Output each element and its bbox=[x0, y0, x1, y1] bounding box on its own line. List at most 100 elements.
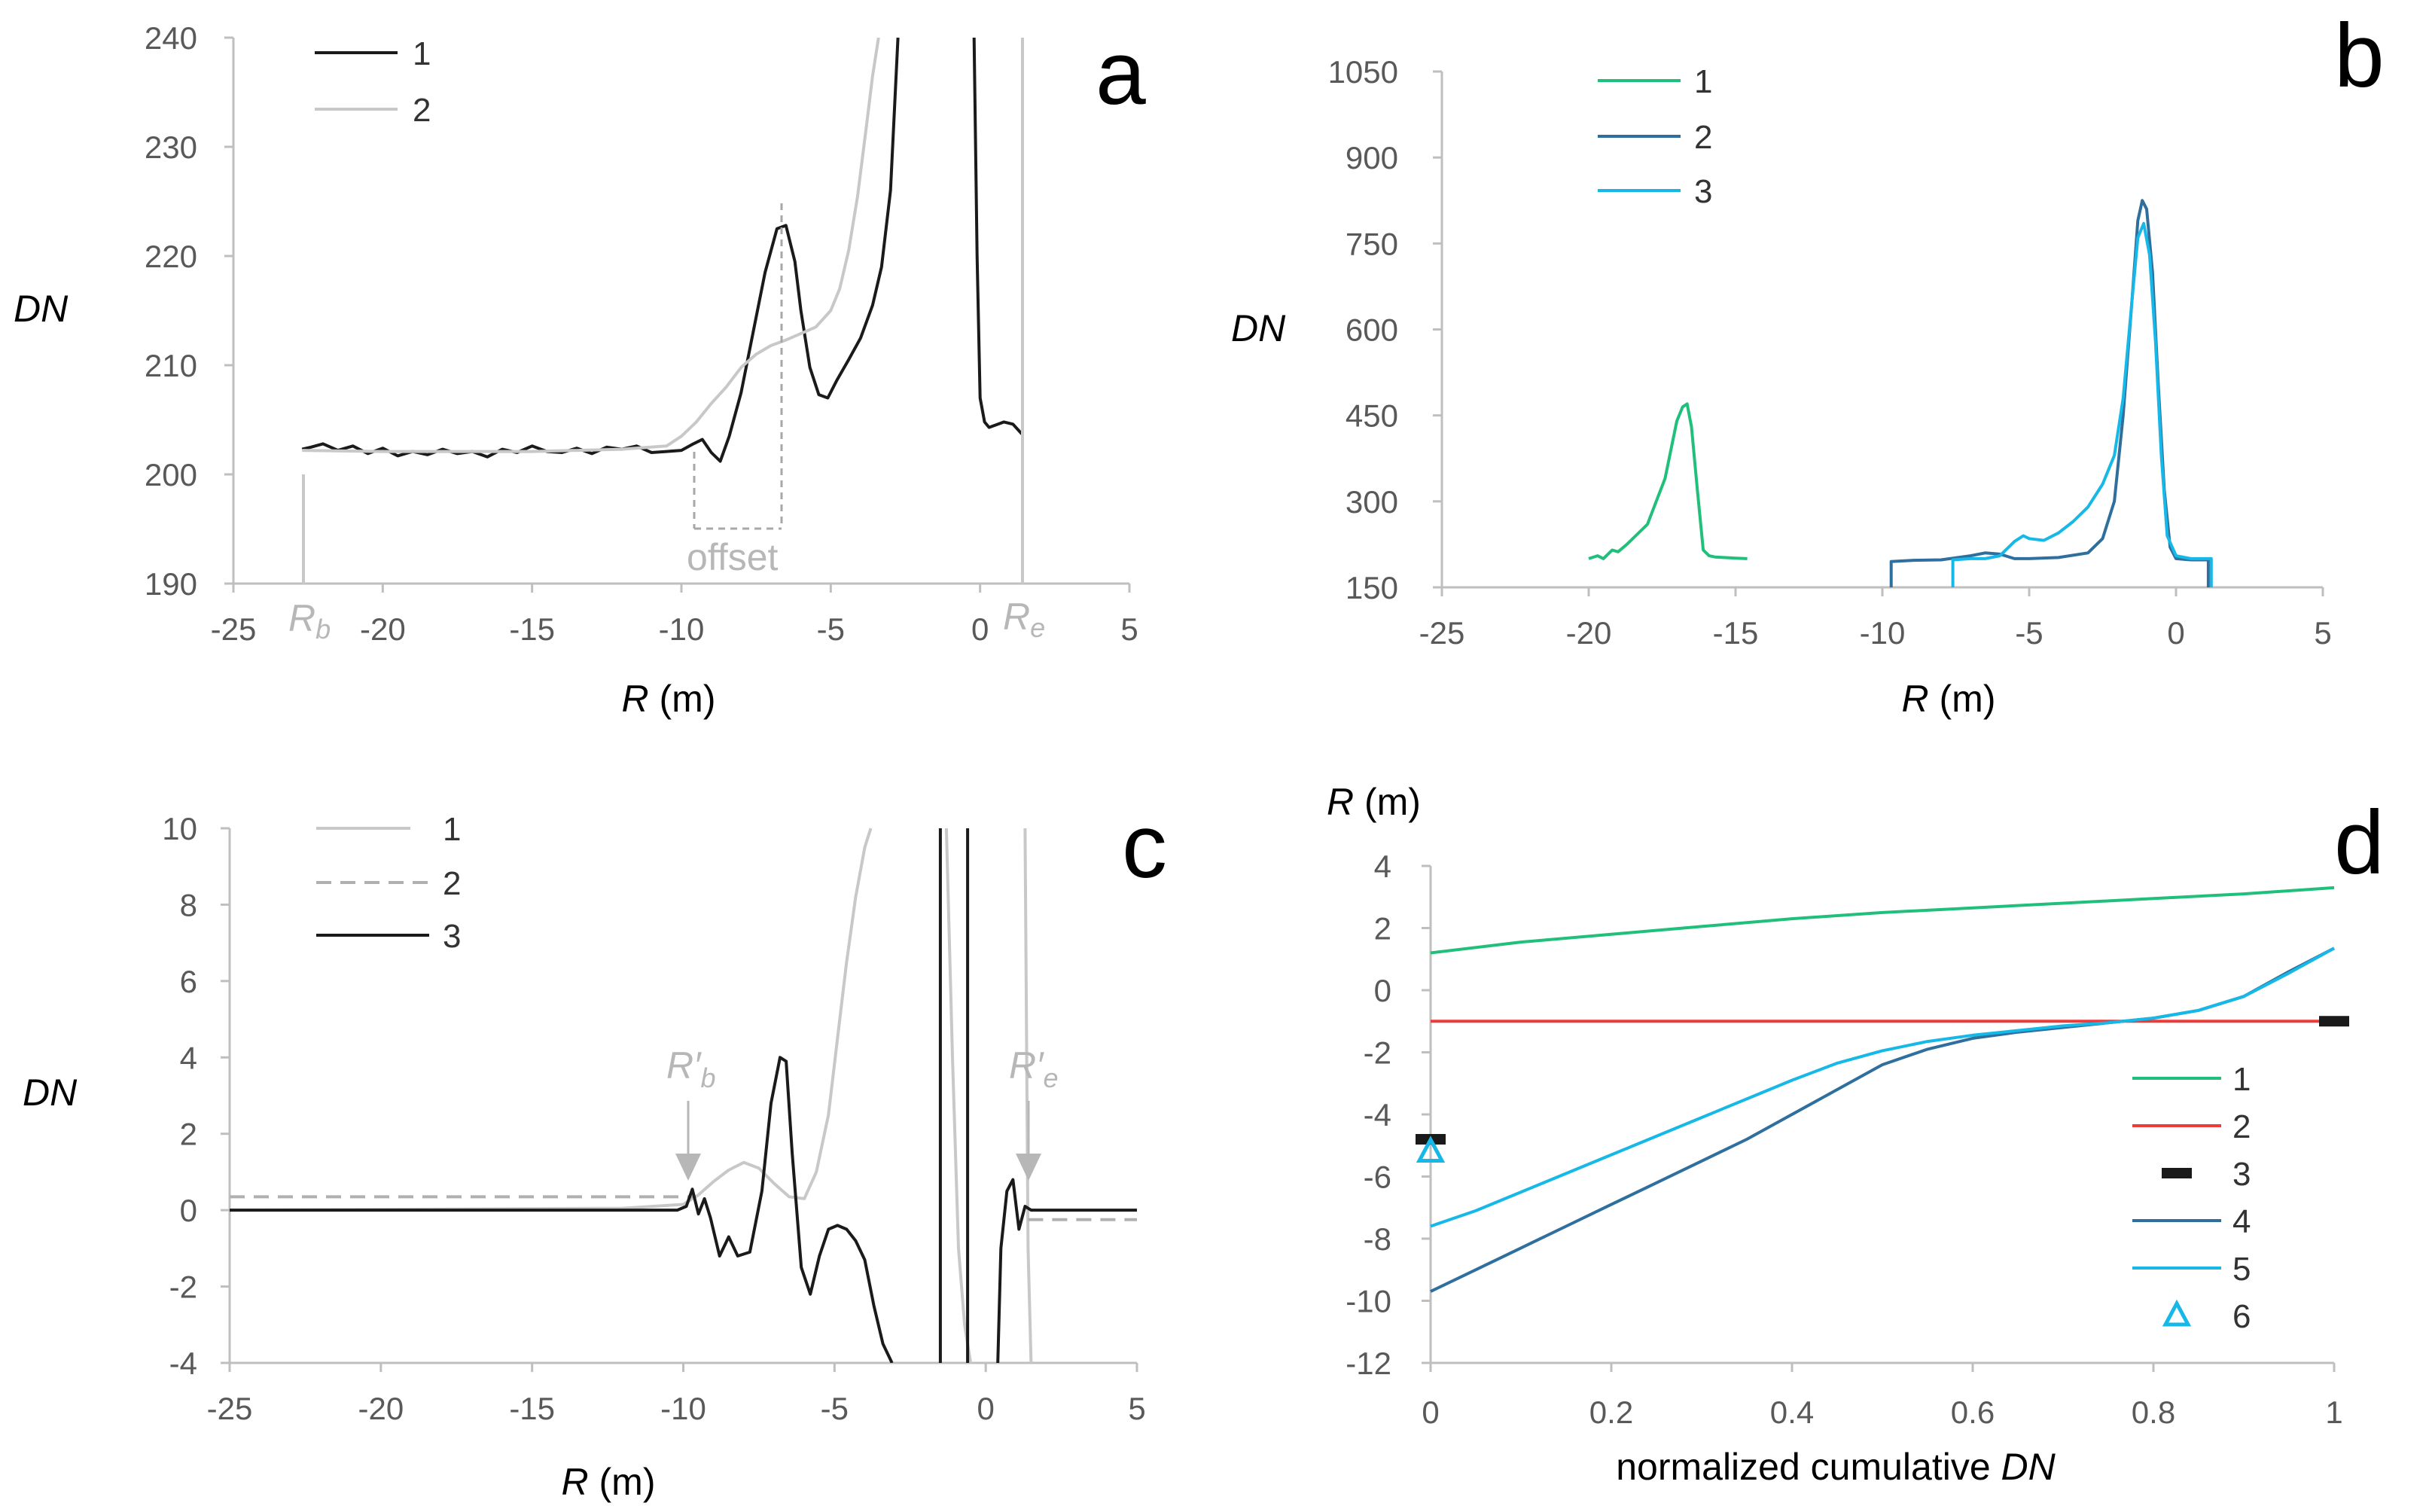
panel-c-y-tick-label: 0 bbox=[180, 1193, 197, 1228]
panel-d-ylabel-var: R bbox=[1327, 781, 1354, 823]
panel-d-ylabel: R (m) bbox=[1327, 781, 1421, 823]
panel-b-y-tick-label: 150 bbox=[1346, 570, 1398, 605]
panel-c-series-3-line bbox=[230, 1056, 894, 1363]
panel-c-legend-label-2: 2 bbox=[443, 865, 461, 902]
panel-b-x-tick-label: -5 bbox=[2015, 615, 2043, 651]
panel-c-re-label: R′e bbox=[1009, 1044, 1059, 1093]
panel-a-series-1-line bbox=[301, 38, 900, 463]
panel-b-x-tick-label: -20 bbox=[1566, 615, 1612, 651]
panel-c-re-main: R′ bbox=[1009, 1044, 1044, 1087]
panel-c-x-tick-label: 5 bbox=[1128, 1391, 1145, 1426]
panel-a-ylabel: DN bbox=[14, 288, 69, 330]
panel-a-xlabel: R (m) bbox=[622, 678, 716, 720]
panel-b-ylabel: DN bbox=[1231, 307, 1286, 349]
panel-d-y-tick-label: -8 bbox=[1364, 1221, 1391, 1257]
panel-b-xlabel-unit: (m) bbox=[1929, 678, 1996, 720]
panel-d-y-tick-label: -12 bbox=[1346, 1346, 1391, 1381]
panel-c-x-tick-label: -5 bbox=[821, 1391, 849, 1426]
panel-c-x-tick-label: -25 bbox=[207, 1391, 253, 1426]
panel-d-y-tick-label: -2 bbox=[1364, 1035, 1391, 1071]
panel-c-xlabel-unit: (m) bbox=[589, 1461, 656, 1503]
panel-a-x-tick-label: -5 bbox=[817, 611, 845, 647]
panel-a-y-tick-label: 200 bbox=[145, 457, 197, 492]
panel-d-marker-3 bbox=[2319, 1016, 2349, 1027]
panel-d-xlabel: normalized cumulative DN bbox=[1616, 1446, 2056, 1488]
panel-b-x-tick-label: -15 bbox=[1713, 615, 1759, 651]
panel-a-x-tick-label: -25 bbox=[211, 611, 257, 647]
panel-b-x-tick-label: -10 bbox=[1860, 615, 1906, 651]
panel-a-rb-main: R bbox=[288, 597, 315, 639]
panel-d-series-4-line bbox=[1430, 947, 2335, 1293]
panel-d-x-tick-label: 0.4 bbox=[1770, 1395, 1814, 1430]
panel-a-series bbox=[301, 38, 1023, 463]
panel-b-series-3-line bbox=[1951, 221, 2213, 587]
panel-a-x-tick-label: -15 bbox=[509, 611, 555, 647]
panel-d-legend-swatch-6 bbox=[2162, 1299, 2192, 1327]
panel-d-x-tick-label: 1 bbox=[2325, 1395, 2342, 1430]
panel-a-y-tick-label: 190 bbox=[145, 566, 197, 602]
panel-c-rb-main: R′ bbox=[666, 1044, 702, 1087]
panel-c-rb-label: R′b bbox=[666, 1044, 716, 1093]
panel-c-y-tick-label: -4 bbox=[169, 1346, 197, 1381]
panel-d-xlabel-var: DN bbox=[2001, 1446, 2056, 1488]
panel-b-axes: -25 -20 -15 -10 -5 0 5 150 300 450 600 750 900 1050 bbox=[1328, 54, 2332, 651]
panel-d-ylabel-unit: (m) bbox=[1354, 781, 1421, 823]
panel-a-legend-label-1: 1 bbox=[413, 35, 431, 72]
panel-c-letter: c bbox=[1122, 796, 1167, 897]
panel-a-xlabel-unit: (m) bbox=[649, 678, 716, 720]
panel-d-y-tick-label: 0 bbox=[1374, 973, 1391, 1008]
panel-d-legend-label-4: 4 bbox=[2232, 1203, 2251, 1240]
panel-d-legend-label-3: 3 bbox=[2232, 1156, 2251, 1193]
panel-a-rb-sub: b bbox=[315, 614, 331, 645]
panel-d-series-1-line bbox=[1430, 886, 2335, 955]
panel-a-legend: 1 2 bbox=[315, 35, 431, 129]
panel-b-series bbox=[1588, 199, 2213, 587]
panel-c-legend-label-3: 3 bbox=[443, 918, 461, 955]
panel-d-axes: 0 0.2 0.4 0.6 0.8 1 -12 -10 -8 -6 -4 -2 0 2 4 bbox=[1346, 849, 2342, 1430]
panel-b-series-1-line bbox=[1588, 402, 1748, 560]
panel-b-x-tick-label: 5 bbox=[2314, 615, 2331, 651]
panel-b-y-tick-label: 450 bbox=[1346, 398, 1398, 434]
panel-c-y-tick-label: -2 bbox=[169, 1270, 197, 1305]
panel-a-axes: -25 -20 -15 -10 -5 0 5 190 200 210 220 230 240 bbox=[145, 20, 1138, 647]
panel-d-legend-label-6: 6 bbox=[2232, 1298, 2251, 1335]
panel-c-annotations: R′b R′e bbox=[666, 1044, 1059, 1181]
panel-b-legend: 1 2 3 bbox=[1598, 63, 1712, 210]
panel-c-y-tick-label: 4 bbox=[180, 1040, 197, 1075]
panel-c-xlabel-var: R bbox=[562, 1461, 589, 1503]
panel-d-x-tick-label: 0.6 bbox=[1951, 1395, 1995, 1430]
panel-d-x-tick-label: 0 bbox=[1422, 1395, 1439, 1430]
panel-a-offset-label: offset bbox=[687, 536, 778, 578]
panel-c-re-sub: e bbox=[1043, 1062, 1058, 1093]
panel-a-y-tick-label: 230 bbox=[145, 130, 197, 165]
panel-c-y-tick-label: 8 bbox=[180, 887, 197, 922]
panel-b-x-tick-label: 0 bbox=[2167, 615, 2184, 651]
panel-c-ylabel: DN bbox=[23, 1072, 78, 1114]
panel-d-series bbox=[1430, 886, 2335, 1293]
panel-a-re-sub: e bbox=[1030, 612, 1045, 643]
panel-d-y-tick-label: 4 bbox=[1374, 849, 1391, 884]
panel-a-x-tick-label: -20 bbox=[360, 611, 406, 647]
panel-a-re-main: R bbox=[1003, 596, 1030, 638]
panel-c-legend-label-1: 1 bbox=[443, 811, 461, 848]
panel-d-y-tick-label: -4 bbox=[1364, 1097, 1391, 1132]
panel-b-legend-label-1: 1 bbox=[1694, 63, 1712, 100]
panel-c-series bbox=[230, 828, 1137, 1363]
panel-a-y-tick-label: 240 bbox=[145, 20, 197, 56]
panel-d-series-5-line bbox=[1430, 947, 2335, 1228]
panel-b-legend-label-2: 2 bbox=[1694, 119, 1712, 156]
panel-a-letter: a bbox=[1096, 23, 1146, 123]
panel-b-y-tick-label: 1050 bbox=[1328, 54, 1398, 90]
panel-c-rb-sub: b bbox=[700, 1062, 715, 1093]
panel-b-y-tick-label: 900 bbox=[1346, 140, 1398, 175]
panel-d-y-tick-label: 2 bbox=[1374, 911, 1391, 947]
panel-c-series-3-line bbox=[996, 1178, 1137, 1363]
panel-c-legend: 1 2 3 bbox=[316, 811, 461, 955]
panel-b-y-tick-label: 300 bbox=[1346, 484, 1398, 520]
panel-b: -25 -20 -15 -10 -5 0 5 150 300 450 600 750 900 1050 1… bbox=[1231, 5, 2385, 720]
panel-d: 0 0.2 0.4 0.6 0.8 1 -12 -10 -8 -6 -4 -2 0 2 4 1 2 3 4 5 6 d… bbox=[1327, 781, 2385, 1488]
panel-b-letter: b bbox=[2334, 5, 2385, 106]
